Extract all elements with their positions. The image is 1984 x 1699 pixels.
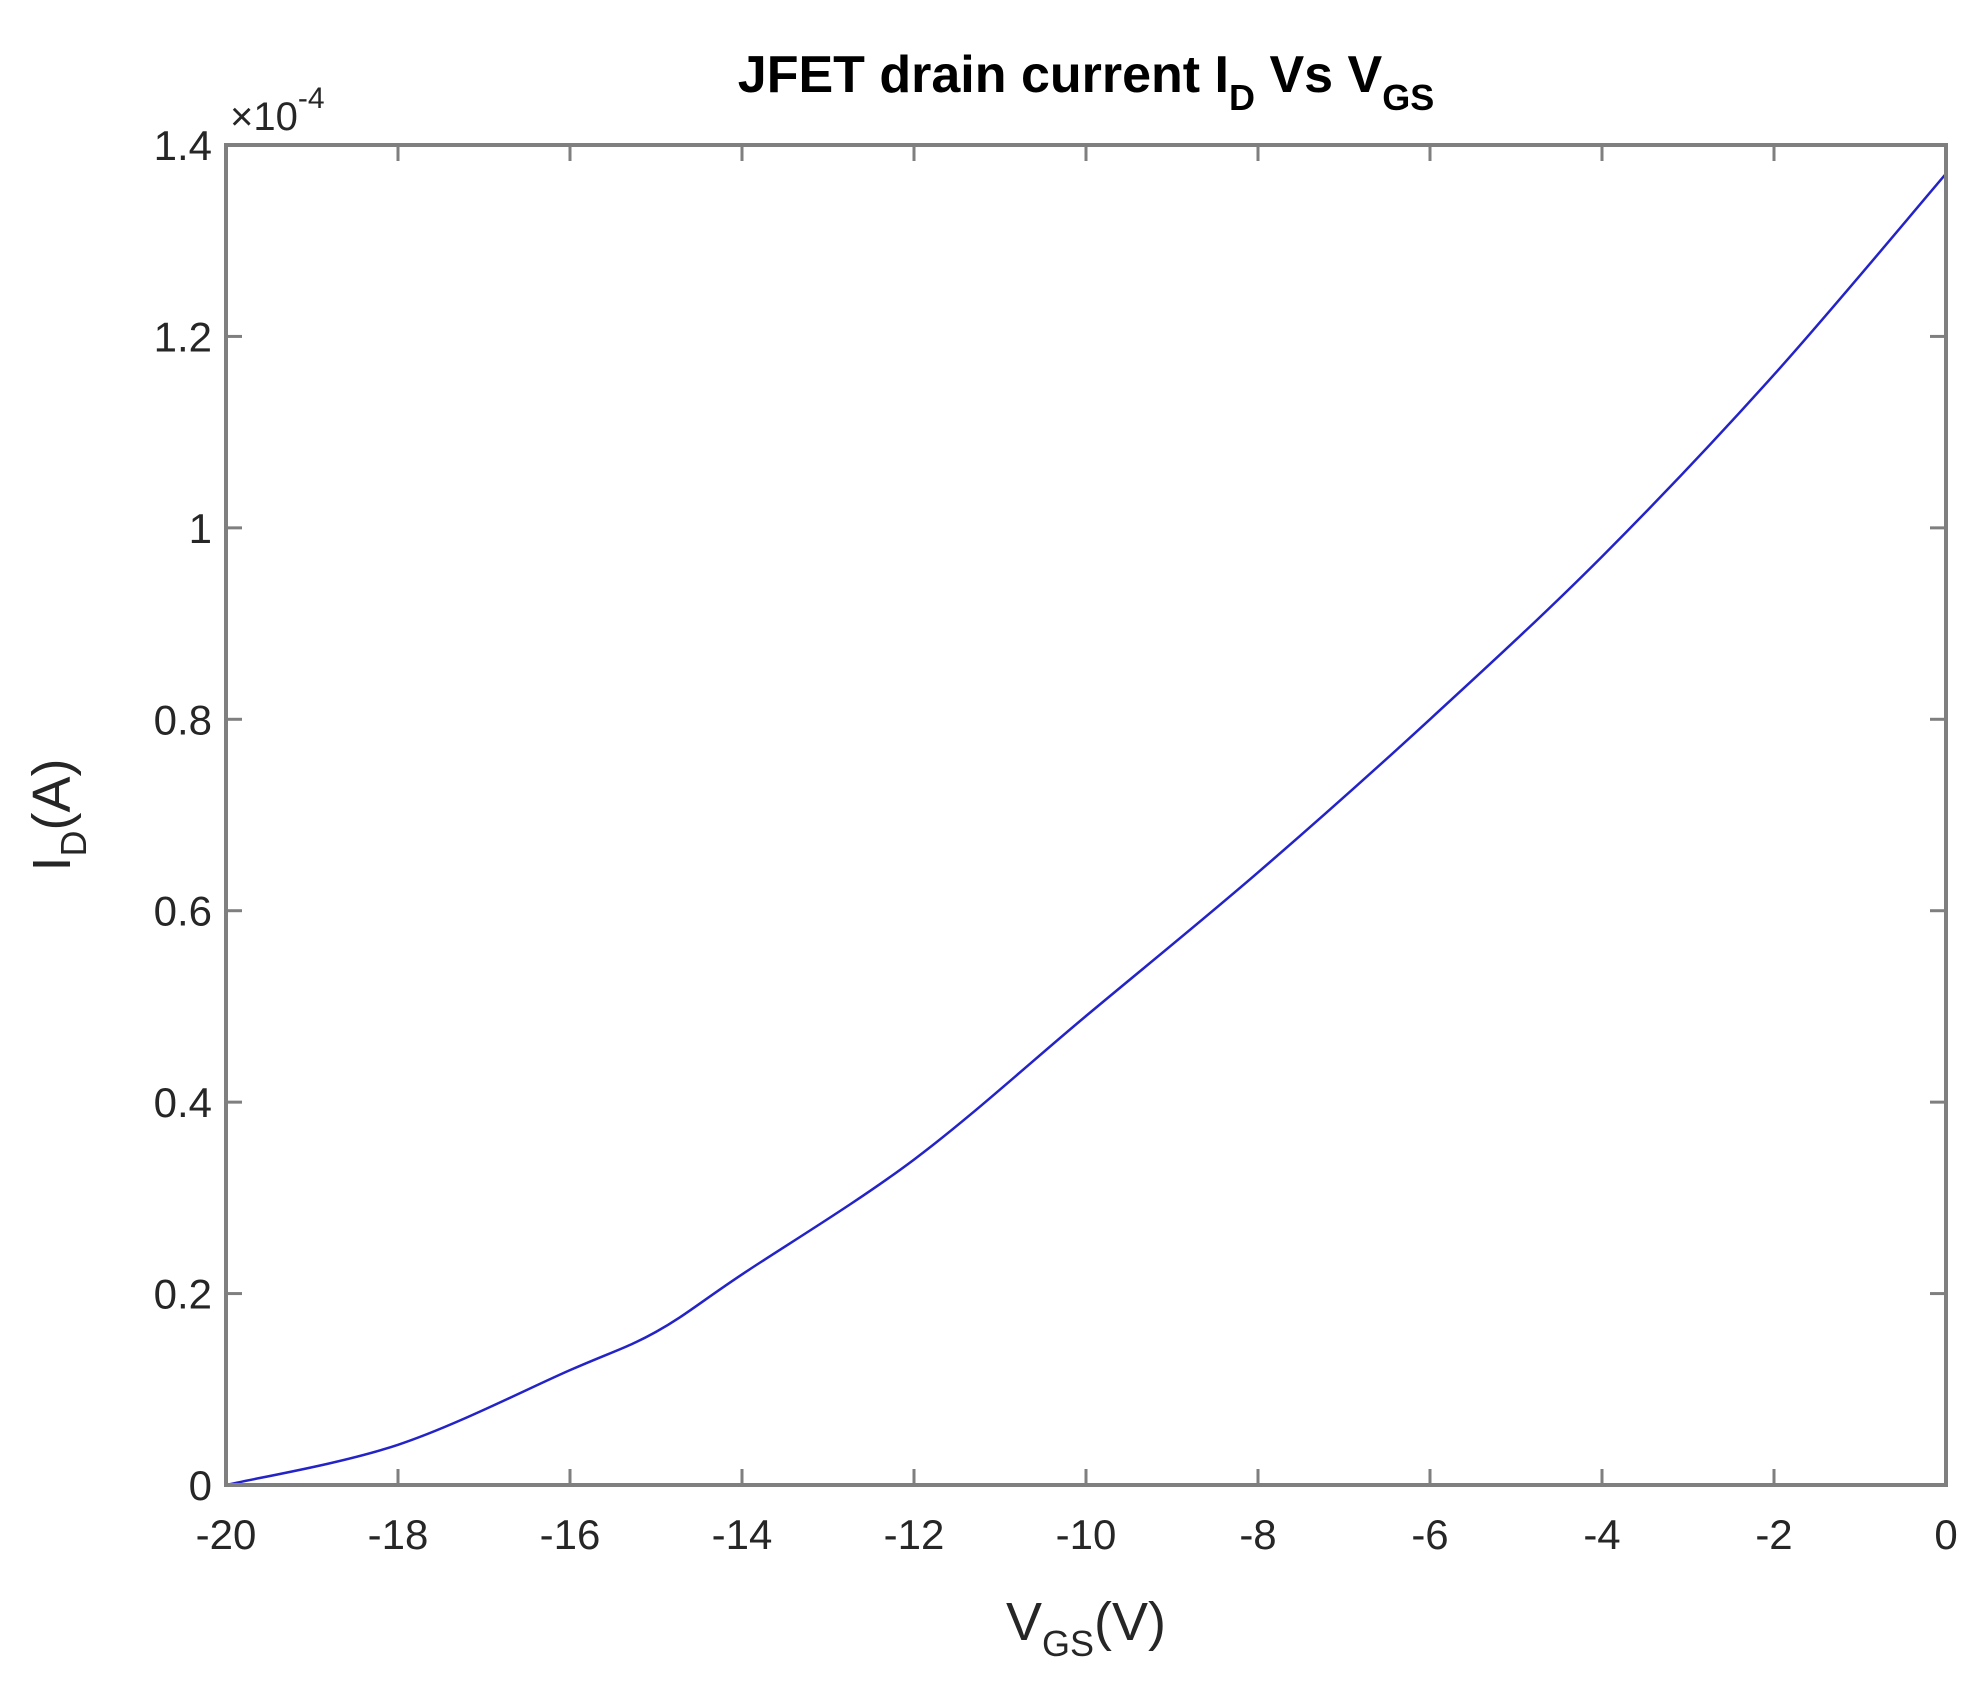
y-tick-label: 1.2: [154, 313, 212, 360]
x-tick-label: -6: [1411, 1511, 1448, 1558]
x-tick-label: -16: [540, 1511, 601, 1558]
x-tick-label: -2: [1755, 1511, 1792, 1558]
plot-area: [226, 145, 1946, 1485]
x-tick-label: -4: [1583, 1511, 1620, 1558]
x-tick-label: -10: [1056, 1511, 1117, 1558]
y-tick-label: 1.4: [154, 122, 212, 169]
x-tick-label: 0: [1934, 1511, 1957, 1558]
y-axis-exponent: ×10-4: [230, 82, 325, 139]
y-axis-label: ID(A): [22, 759, 94, 872]
y-tick-label: 0.2: [154, 1271, 212, 1318]
series-line: [225, 172, 1947, 1487]
x-tick-label: -14: [712, 1511, 773, 1558]
chart-title: JFET drain current ID Vs VGS: [738, 46, 1434, 118]
x-tick-label: -12: [884, 1511, 945, 1558]
y-tick-label: 0.4: [154, 1079, 212, 1126]
y-tick-label: 1: [189, 505, 212, 552]
axes-box: [224, 143, 1948, 1487]
x-tick-labels: -20 -18 -16 -14 -12 -10 -8 -6 -4 -2 0: [196, 1511, 1958, 1558]
x-axis-label: VGS(V): [1006, 1592, 1166, 1664]
x-tick-label: -20: [196, 1511, 257, 1558]
x-tick-label: -18: [368, 1511, 429, 1558]
y-tick-label: 0: [189, 1462, 212, 1509]
y-tick-labels: 0 0.2 0.4 0.6 0.8 1 1.2 1.4: [154, 122, 212, 1509]
y-tick-label: 0.8: [154, 696, 212, 743]
x-tick-label: -8: [1239, 1511, 1276, 1558]
y-tick-label: 0.6: [154, 888, 212, 935]
